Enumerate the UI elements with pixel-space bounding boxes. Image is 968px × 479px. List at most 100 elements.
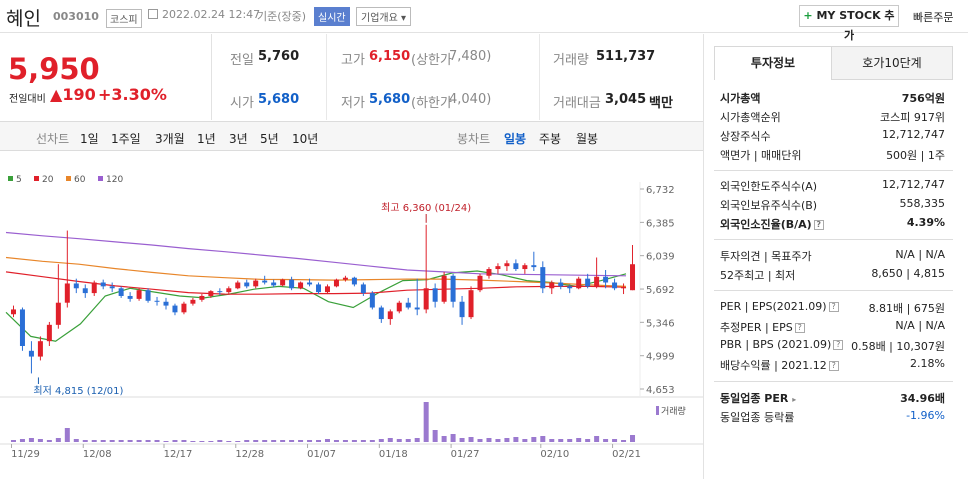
candle-body (378, 307, 384, 320)
volume-label: 거래량 (661, 405, 686, 417)
candle-body (91, 282, 97, 294)
volume-bar (244, 440, 250, 442)
legend-swatch (66, 176, 71, 181)
volume-bar (316, 440, 322, 442)
volume-bar (414, 438, 420, 442)
volume-value: 511,737 (596, 49, 656, 64)
candle-body (145, 290, 151, 301)
y-tick-label: 6,385 (646, 218, 675, 229)
volume-bar (235, 441, 241, 442)
tab-3y[interactable]: 3년 (229, 132, 248, 146)
candle-body (55, 302, 61, 325)
tab-invest-info[interactable]: 투자정보 (714, 46, 832, 80)
up-triangle-icon: ▲ (50, 85, 63, 104)
high-label: 고가 (341, 53, 365, 68)
volume-bar (298, 440, 304, 442)
help-icon[interactable]: ? (833, 340, 844, 350)
candle-body (280, 279, 286, 286)
candle-body (181, 303, 187, 313)
volume-bar (190, 441, 196, 442)
low-value: 5,680 (369, 92, 411, 107)
divider (326, 34, 327, 120)
candlestick-chart: 5 20 60 120 6,732 6,385 6,039 5,692 5,346 4,999 4… (0, 175, 703, 460)
my-stock-add-button[interactable]: + MY STOCK 추가 (799, 5, 899, 42)
volume-bar (172, 440, 178, 442)
amount-unit: 백만 (649, 96, 673, 111)
candle-body (387, 311, 393, 320)
help-icon[interactable]: ? (828, 361, 839, 371)
y-tick-label: 5,346 (646, 318, 675, 329)
volume-bar (360, 440, 366, 442)
calendar-icon (148, 9, 158, 19)
tab-monthly[interactable]: 월봉 (576, 132, 599, 146)
volume-bar (271, 440, 277, 442)
candle-body (226, 288, 232, 293)
x-tick-label: 01/07 (307, 449, 336, 460)
legend-swatch (98, 176, 103, 181)
candle-body (603, 276, 609, 283)
volume-bar (217, 440, 223, 442)
divider (539, 34, 540, 120)
high-annotation: 최고 6,360 (01/24) (381, 202, 471, 214)
candle-body (504, 263, 510, 267)
y-tick-label: 4,999 (646, 352, 675, 363)
prev-label: 전일 (230, 53, 254, 68)
candle-body (208, 291, 214, 296)
candle-body (369, 293, 375, 308)
help-icon[interactable]: ? (828, 302, 839, 312)
candle-body (253, 280, 259, 287)
stats-block: 전일 5,760 고가 6,150 (상한가 7,480) 거래량 511,73… (213, 34, 703, 120)
candle-body (576, 278, 582, 289)
volume-bar (630, 435, 636, 442)
candle-body (324, 286, 330, 293)
candle-body (522, 265, 528, 270)
candle-body (612, 282, 618, 289)
volume-bar (495, 439, 501, 442)
tab-5y[interactable]: 5년 (260, 132, 279, 146)
volume-bar (46, 440, 52, 442)
legend-label: 60 (74, 175, 86, 185)
quick-order-button[interactable]: 빠른주문 (913, 11, 954, 24)
ma-line-120 (5, 231, 627, 277)
low-annotation: 최저 4,815 (12/01) (33, 385, 123, 397)
lower-label: (하한가 (411, 96, 452, 111)
stock-name: 혜인 (6, 8, 41, 30)
candle-body (333, 279, 339, 287)
legend-swatch (34, 176, 39, 181)
volume-bar (612, 439, 618, 442)
tab-3m[interactable]: 3개월 (155, 132, 185, 146)
volume-bar (369, 440, 375, 442)
candle-body (46, 324, 52, 342)
candle-body (432, 288, 438, 302)
tab-1y[interactable]: 1년 (197, 132, 216, 146)
ma-legend: 5 20 60 120 (8, 175, 123, 185)
candle-body (621, 287, 627, 289)
candle-body (540, 267, 546, 289)
x-tick-label: 01/18 (379, 449, 408, 460)
tab-1d[interactable]: 1일 (80, 132, 99, 146)
candle-body (127, 295, 133, 299)
volume-legend-swatch (656, 406, 659, 415)
tab-1w[interactable]: 1주일 (111, 132, 141, 146)
tab-daily[interactable]: 일봉 (504, 132, 527, 146)
tab-orderbook[interactable]: 호가10단계 (831, 46, 953, 80)
volume-bar (253, 440, 259, 442)
volume-bar (549, 439, 555, 442)
help-icon[interactable]: ? (794, 323, 805, 333)
candle-body (423, 288, 429, 310)
stock-header: 혜인 003010 코스피 2022.02.24 12:47 기준(장중) 실시… (0, 0, 968, 42)
company-info-button[interactable]: 기업개요 ▾ (356, 7, 412, 26)
volume-bar (163, 441, 169, 442)
tab-weekly[interactable]: 주봉 (539, 132, 562, 146)
volume-label: 거래량 (553, 53, 589, 68)
candle-body (109, 286, 115, 289)
realtime-badge[interactable]: 실시간 (314, 7, 350, 26)
help-icon[interactable]: ? (813, 220, 824, 230)
candle-body (342, 277, 348, 280)
tab-10y[interactable]: 10년 (292, 132, 319, 146)
candle-body (244, 282, 250, 287)
legend-swatch (8, 176, 13, 181)
candle-body (316, 284, 322, 293)
y-tick-label: 4,653 (646, 385, 675, 396)
volume-bar (513, 437, 519, 442)
